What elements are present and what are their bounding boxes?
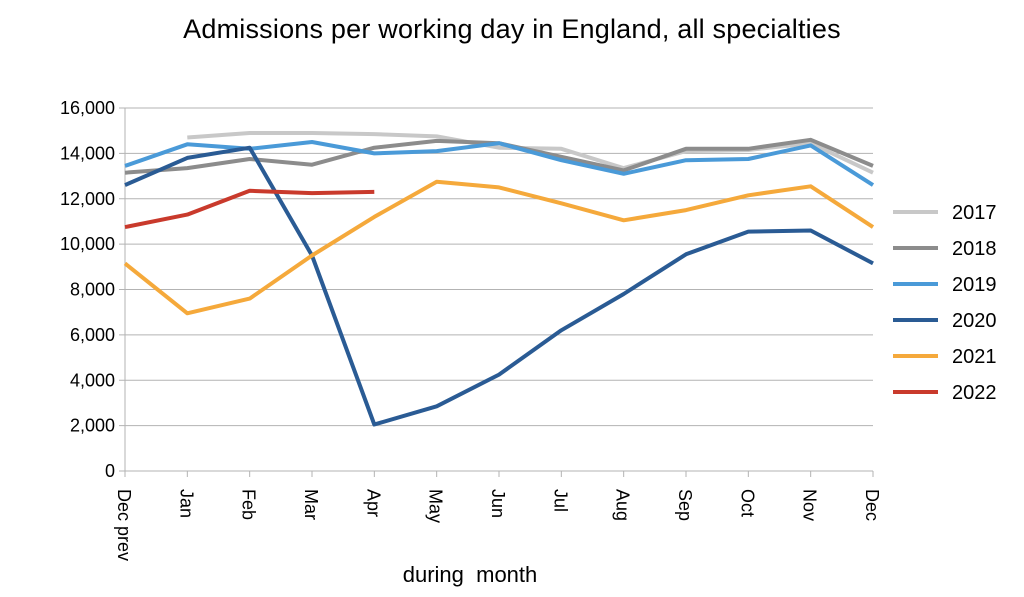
series-2021 — [123, 179, 875, 316]
x-tick-label: Oct — [737, 489, 757, 517]
y-tick-label: 14,000 — [60, 143, 115, 163]
x-tick-label: Sep — [675, 489, 695, 521]
x-tick-label: Mar — [301, 489, 321, 520]
y-tick-label: 10,000 — [60, 234, 115, 254]
legend-label: 2017 — [952, 202, 997, 224]
legend-item-2020: 2020 — [893, 310, 997, 332]
x-tick-label: Nov — [800, 489, 820, 521]
series-2020 — [124, 145, 874, 427]
series-line-2020 — [124, 145, 874, 427]
x-tick-label: Aug — [613, 489, 633, 521]
legend: 2017 2018 2019 2020 2021 2022 — [893, 202, 997, 404]
y-tick-label: 0 — [105, 461, 115, 481]
legend-label: 2018 — [952, 238, 997, 260]
x-tick-label: Dec — [862, 489, 882, 521]
legend-item-2018: 2018 — [893, 238, 997, 260]
x-tick-label: May — [426, 489, 446, 523]
x-axis-label: during month — [402, 562, 538, 587]
y-tick-label: 12,000 — [60, 189, 115, 209]
x-tick-label: Feb — [239, 489, 259, 520]
series-line-2021 — [123, 179, 875, 316]
series-2022 — [124, 188, 375, 230]
x-tick-label: Dec prev — [114, 489, 134, 561]
grid-lines — [125, 107, 873, 427]
axes: 0 2,000 4,000 6,000 8,000 10,000 12,000 14,000 1… — [60, 98, 882, 561]
series-line-2022 — [124, 188, 375, 230]
y-tick-label: 16,000 — [60, 98, 115, 118]
legend-label: 2020 — [952, 310, 997, 332]
x-tick-label: Jan — [176, 489, 196, 518]
y-tick-label: 4,000 — [70, 370, 115, 390]
legend-item-2019: 2019 — [893, 274, 997, 296]
legend-item-2021: 2021 — [893, 346, 997, 368]
legend-item-2022: 2022 — [893, 382, 997, 404]
x-tick-label: Jul — [550, 489, 570, 512]
series-lines — [123, 131, 875, 427]
y-tick-label: 2,000 — [70, 416, 115, 436]
y-tick-label: 6,000 — [70, 325, 115, 345]
legend-item-2017: 2017 — [893, 202, 997, 224]
x-tick-label: Apr — [363, 489, 383, 517]
x-tick-label: Jun — [488, 489, 508, 518]
legend-label: 2022 — [952, 382, 997, 404]
chart-title: Admissions per working day in England, a… — [183, 14, 841, 44]
legend-label: 2021 — [952, 346, 997, 368]
y-tick-label: 8,000 — [70, 280, 115, 300]
legend-label: 2019 — [952, 274, 997, 296]
